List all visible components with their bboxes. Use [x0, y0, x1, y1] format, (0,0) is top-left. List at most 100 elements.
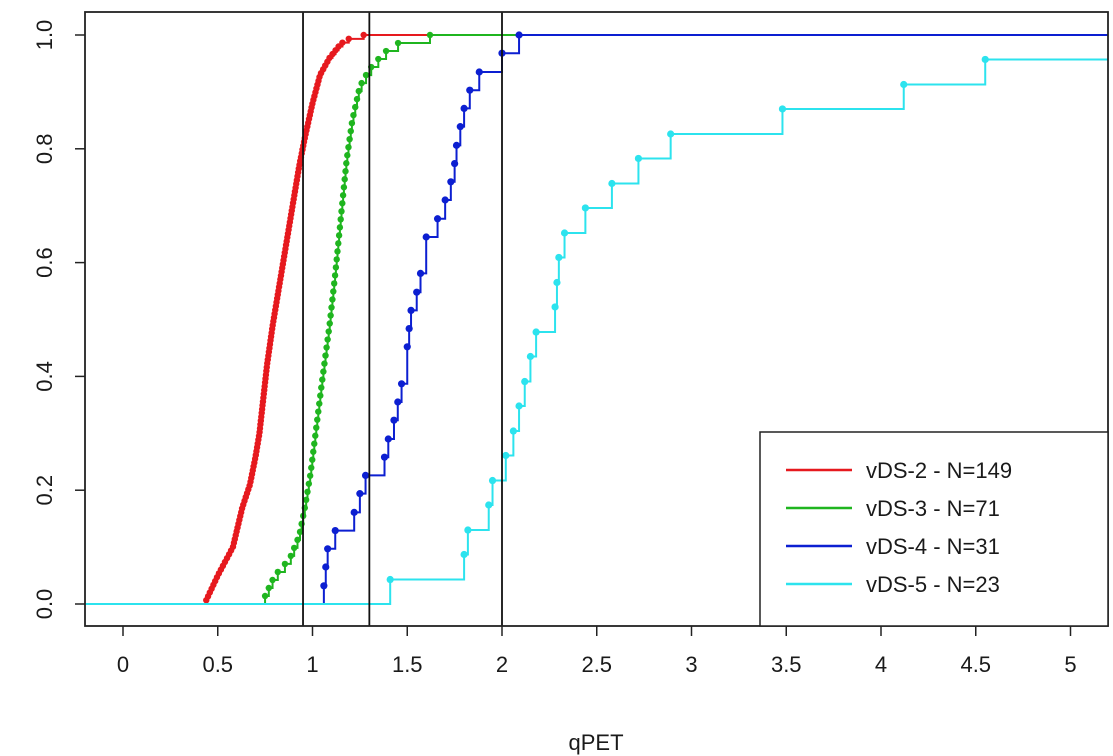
- data-point-3-1: [460, 550, 468, 559]
- data-point-0-148: [360, 31, 367, 39]
- data-point-1-23: [315, 408, 322, 415]
- data-point-2-4: [350, 508, 358, 516]
- data-point-2-20: [447, 178, 455, 186]
- data-point-1-64: [358, 79, 365, 87]
- data-point-1-1: [265, 584, 273, 592]
- data-point-2-6: [361, 471, 370, 480]
- data-point-1-34: [326, 320, 333, 327]
- data-point-1-16: [308, 464, 315, 471]
- x-tick-label-7: 3.5: [771, 652, 802, 677]
- data-point-1-54: [343, 160, 350, 167]
- data-point-1-60: [350, 111, 357, 119]
- x-tick-label-5: 2.5: [581, 652, 612, 677]
- x-tick-label-6: 3: [685, 652, 697, 677]
- data-point-1-19: [311, 440, 318, 447]
- data-point-1-57: [346, 135, 353, 143]
- data-point-0-146: [339, 39, 346, 46]
- data-point-1-20: [312, 432, 319, 439]
- data-point-2-10: [394, 398, 402, 406]
- data-point-2-28: [515, 31, 523, 39]
- data-point-1-47: [337, 216, 344, 223]
- data-point-2-19: [441, 196, 449, 204]
- data-point-2-12: [403, 343, 411, 351]
- data-point-2-15: [413, 288, 421, 296]
- series-3: [85, 55, 1108, 605]
- data-point-2-7: [380, 453, 389, 461]
- data-point-3-6: [509, 427, 517, 435]
- data-point-3-0: [386, 575, 394, 584]
- data-point-1-27: [319, 376, 326, 383]
- data-point-3-20: [900, 80, 908, 89]
- data-point-3-16: [608, 179, 616, 188]
- data-point-1-35: [327, 312, 334, 319]
- data-point-1-4: [281, 560, 289, 568]
- data-point-1-68: [382, 47, 390, 55]
- data-point-2-5: [356, 490, 364, 498]
- data-point-2-1: [322, 563, 330, 571]
- data-point-1-59: [348, 119, 356, 127]
- data-point-1-37: [329, 296, 336, 303]
- data-point-1-24: [316, 400, 323, 407]
- data-point-3-18: [667, 130, 675, 138]
- data-point-1-29: [321, 360, 328, 367]
- data-point-1-49: [339, 200, 346, 207]
- data-point-2-14: [407, 306, 415, 314]
- series-2: [85, 31, 1108, 605]
- data-point-1-14: [305, 480, 313, 487]
- data-point-2-26: [475, 68, 483, 76]
- data-point-1-5: [287, 552, 295, 560]
- data-point-3-21: [981, 55, 989, 64]
- data-point-1-36: [328, 304, 335, 311]
- data-point-1-3: [274, 568, 282, 576]
- x-tick-label-2: 1: [306, 652, 318, 677]
- data-point-1-61: [352, 103, 359, 111]
- data-point-2-9: [390, 416, 398, 424]
- data-point-3-5: [502, 451, 510, 460]
- data-point-1-62: [353, 95, 361, 103]
- data-point-2-13: [405, 325, 413, 333]
- x-axis: 0 0.5 1 1.5 2 2.5 3 3.5 4 4.5 5: [117, 626, 1077, 677]
- data-point-1-22: [314, 416, 321, 423]
- y-tick-label-0: 0.0: [32, 589, 57, 620]
- data-point-2-17: [422, 233, 430, 241]
- data-point-1-70: [426, 31, 434, 39]
- data-point-2-21: [451, 159, 459, 168]
- data-point-2-2: [324, 545, 332, 553]
- data-point-1-31: [323, 344, 330, 351]
- x-tick-label-10: 5: [1064, 652, 1076, 677]
- data-point-2-18: [433, 215, 442, 223]
- data-point-1-55: [344, 152, 351, 159]
- legend-label-2: vDS-4 - N=31: [866, 534, 1000, 559]
- data-point-1-50: [339, 192, 347, 199]
- reference-lines: [302, 12, 503, 626]
- data-point-1-8: [296, 528, 304, 536]
- data-point-1-46: [336, 224, 344, 231]
- legend: vDS-2 - N=149 vDS-3 - N=71 vDS-4 - N=31 vDS…: [759, 431, 1109, 627]
- data-point-3-15: [581, 204, 589, 212]
- data-point-1-21: [313, 424, 320, 431]
- data-point-1-67: [375, 55, 382, 63]
- data-point-1-25: [317, 392, 324, 399]
- data-point-1-17: [309, 456, 316, 463]
- data-point-1-53: [342, 168, 349, 175]
- data-point-3-17: [634, 154, 643, 163]
- y-tick-label-1: 0.2: [32, 475, 57, 506]
- data-point-1-43: [334, 248, 341, 255]
- data-point-2-23: [456, 123, 464, 131]
- data-point-1-45: [335, 232, 343, 239]
- series-layer: [85, 31, 1108, 605]
- data-point-3-9: [526, 352, 535, 361]
- data-point-1-33: [325, 328, 332, 335]
- y-tick-label-2: 0.4: [32, 361, 57, 392]
- data-point-0-147: [345, 35, 352, 43]
- data-point-3-3: [485, 501, 493, 509]
- data-point-1-15: [306, 472, 314, 479]
- x-tick-label-1: 0.5: [202, 652, 233, 677]
- data-point-1-48: [338, 208, 345, 215]
- data-point-1-63: [355, 87, 362, 95]
- data-point-1-40: [331, 272, 339, 279]
- data-point-2-3: [331, 526, 339, 535]
- data-point-1-26: [318, 384, 325, 391]
